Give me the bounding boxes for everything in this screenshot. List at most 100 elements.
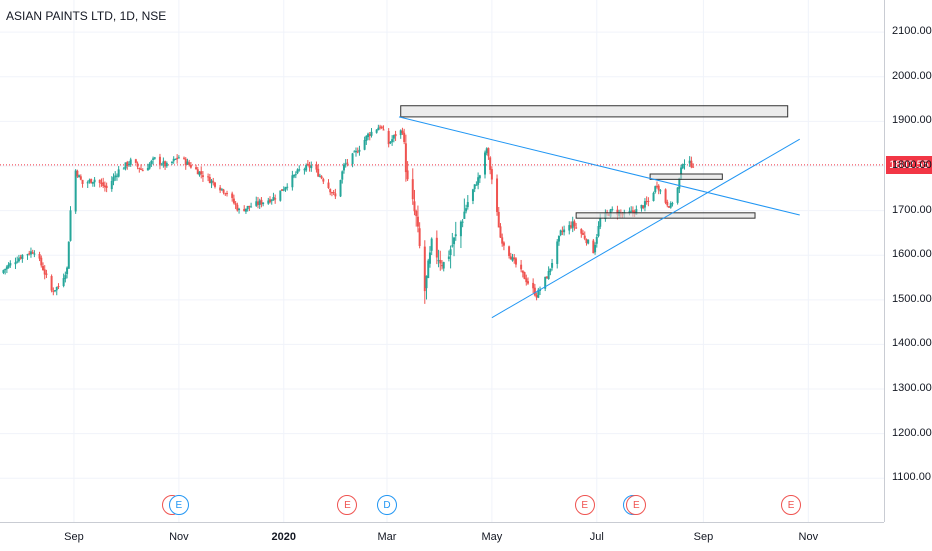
candle-body — [274, 198, 277, 200]
candle-body — [298, 169, 301, 171]
candle-body — [401, 130, 404, 134]
price-axis[interactable]: 1802.55 2100.00 2000.00 1900.00 1800.00 1700… — [884, 0, 932, 522]
x-tick-label: Nov — [169, 531, 189, 543]
candle-body — [21, 254, 24, 259]
candle-body — [544, 276, 547, 289]
candle-body — [545, 276, 548, 279]
candle-body — [281, 189, 284, 191]
y-tick-label: 1700.00 — [892, 203, 932, 216]
candle-body — [305, 165, 308, 171]
resistance-zone[interactable] — [400, 105, 789, 118]
earnings-marker[interactable]: E — [781, 495, 802, 515]
candle-body — [170, 161, 173, 163]
candle-body — [501, 237, 504, 244]
candle-body — [404, 143, 407, 173]
candle-body — [250, 206, 253, 208]
candle-body — [14, 262, 17, 265]
candle-body — [9, 263, 12, 266]
ascending-trendline[interactable] — [491, 138, 800, 319]
lower-support-zone[interactable] — [575, 212, 756, 219]
candle-body — [640, 204, 643, 209]
zones-layer — [400, 105, 789, 219]
candle-body — [654, 186, 657, 193]
earnings-marker[interactable]: E — [337, 495, 358, 515]
candle-body — [418, 228, 421, 246]
candle-body — [478, 175, 481, 179]
candle-body — [134, 159, 137, 163]
candle-body — [102, 182, 105, 186]
candle-body — [66, 267, 69, 275]
y-tick-label: 1900.00 — [892, 114, 932, 127]
candle-body — [535, 295, 538, 298]
candle-body — [19, 257, 22, 259]
candle-body — [186, 161, 189, 165]
y-tick-label: 2000.00 — [892, 69, 932, 82]
candle-body — [690, 160, 693, 168]
candle-body — [258, 200, 261, 206]
candle-body — [248, 205, 251, 208]
candle-body — [652, 192, 655, 201]
candle-body — [525, 278, 528, 283]
candle-body — [172, 158, 175, 162]
candle-body — [342, 164, 345, 171]
grid-layer — [0, 0, 884, 522]
earnings-marker[interactable]: E — [168, 495, 189, 515]
candle-body — [454, 234, 457, 237]
candle-body — [81, 179, 84, 184]
upper-support-zone[interactable] — [649, 173, 723, 180]
candle-body — [282, 189, 285, 191]
candle-body — [483, 152, 486, 175]
candle-body — [475, 184, 478, 186]
candle-body — [33, 253, 36, 255]
earnings-marker[interactable]: E — [626, 495, 647, 515]
candle-body — [514, 258, 517, 265]
candle-body — [43, 269, 46, 275]
candle-body — [74, 170, 77, 212]
candle-body — [164, 161, 167, 167]
candle-body — [439, 259, 442, 264]
candle-body — [411, 179, 414, 200]
descending-trendline[interactable] — [398, 116, 800, 216]
candle-body — [370, 131, 373, 136]
candle-body — [692, 166, 695, 168]
candle-body — [284, 187, 287, 190]
candle-body — [98, 179, 101, 184]
earnings-marker[interactable]: E — [574, 495, 595, 515]
candle-body — [497, 211, 500, 228]
candle-body — [427, 260, 430, 278]
candle-body — [659, 190, 662, 192]
dividend-marker[interactable]: D — [376, 495, 397, 515]
candle-body — [569, 225, 572, 228]
candle-body — [597, 226, 600, 237]
candle-body — [471, 189, 474, 201]
candle-body — [124, 162, 127, 169]
candle-body — [430, 238, 433, 251]
candle-body — [657, 185, 660, 191]
candle-body — [176, 157, 179, 160]
candle-body — [184, 158, 187, 165]
chart-title: ASIAN PAINTS LTD, 1D, NSE — [6, 9, 167, 23]
candle-body — [587, 239, 590, 244]
time-axis[interactable]: Sep Nov 2020 Mar May Jul Sep Nov — [0, 522, 884, 551]
candle-body — [196, 169, 199, 175]
candle-body — [317, 168, 320, 177]
candle-body — [327, 182, 330, 189]
candlestick-plot[interactable] — [0, 0, 884, 522]
candle-body — [368, 134, 371, 136]
candle-body — [294, 174, 297, 176]
candle-body — [162, 161, 165, 165]
candle-body — [38, 254, 41, 259]
candle-body — [406, 170, 409, 180]
candle-body — [140, 168, 143, 170]
candle-body — [465, 208, 468, 212]
candle-body — [489, 157, 492, 170]
candle-body — [551, 262, 554, 268]
candle-body — [41, 266, 44, 271]
candle-body — [399, 130, 402, 136]
candle-body — [382, 129, 385, 131]
candle-body — [293, 174, 296, 177]
candle-body — [442, 262, 445, 269]
candle-body — [152, 158, 155, 160]
candle-body — [69, 210, 72, 241]
